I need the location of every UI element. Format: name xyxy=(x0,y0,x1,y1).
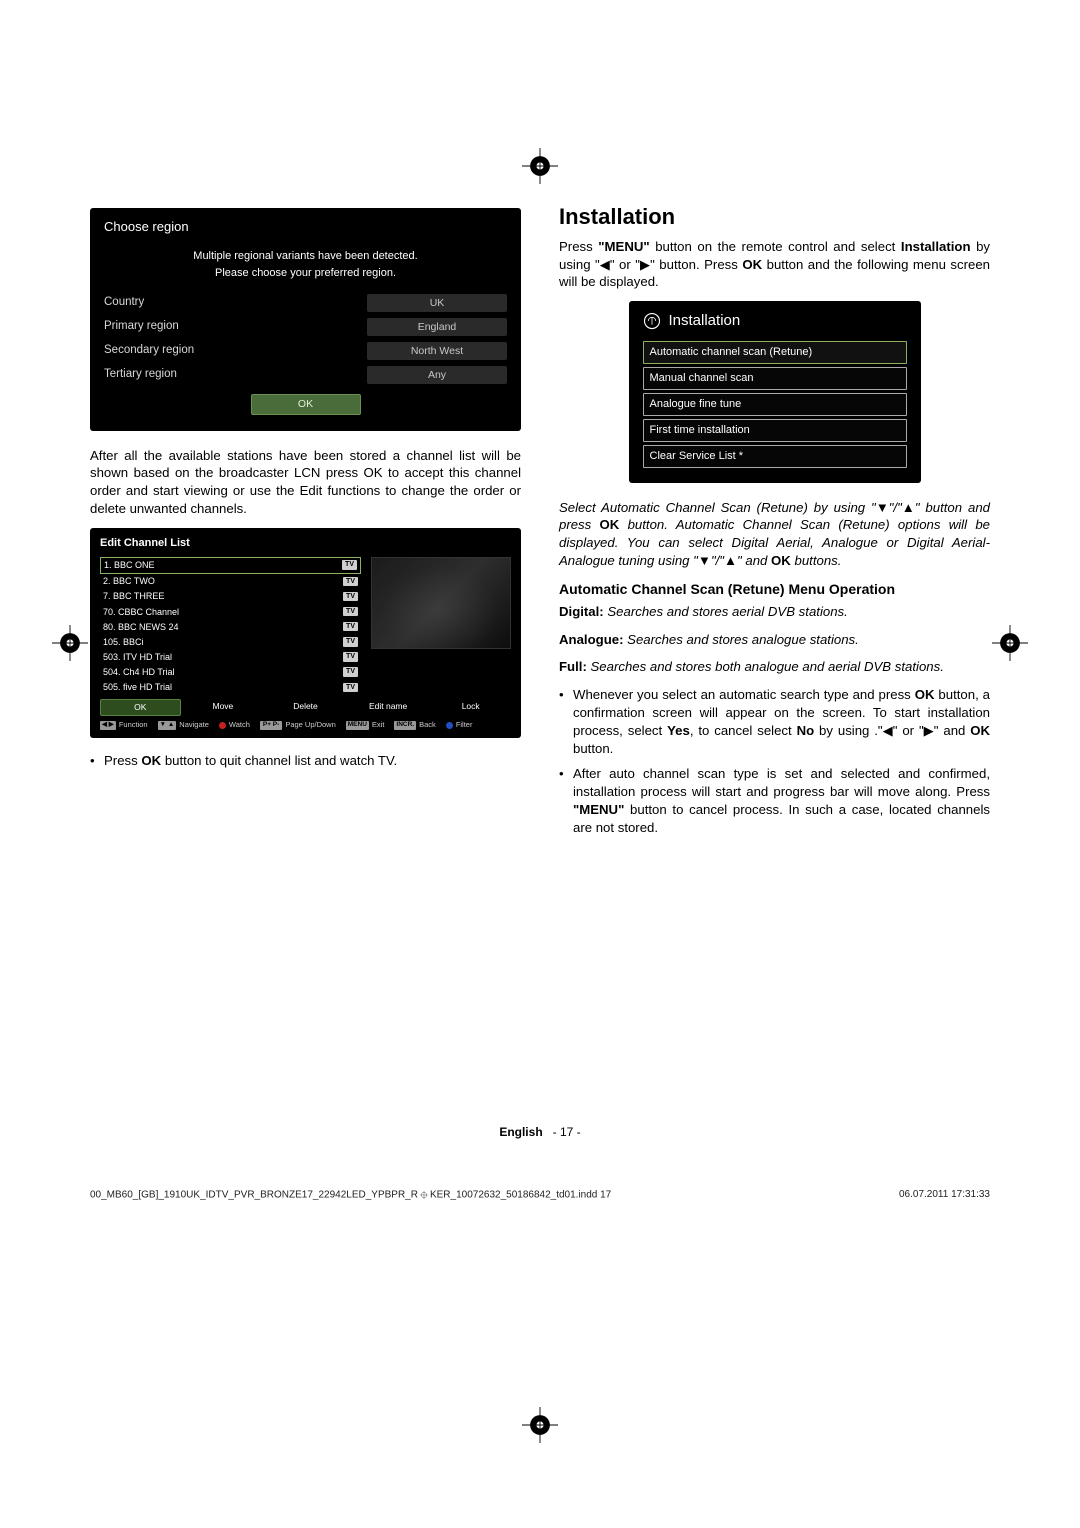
channel-item: 503. ITV HD TrialTV xyxy=(100,649,361,664)
installation-icon xyxy=(643,312,661,330)
left-arrow-icon: ◀ xyxy=(600,256,610,274)
channel-item: 505. five HD TrialTV xyxy=(100,680,361,695)
row-value: England xyxy=(367,318,507,336)
bullet-auto-search: Whenever you select an automatic search … xyxy=(559,686,990,757)
row-value: UK xyxy=(367,294,507,312)
choose-region-dialog: Choose region Multiple regional variants… xyxy=(90,208,521,431)
page-footer: English - 17 - xyxy=(90,1125,990,1139)
auto-scan-heading: Automatic Channel Scan (Retune) Menu Ope… xyxy=(559,580,990,599)
install-item: Automatic channel scan (Retune) xyxy=(643,341,907,364)
para-analogue: Analogue: Searches and stores analogue s… xyxy=(559,631,990,649)
channel-list-title: Edit Channel List xyxy=(100,536,511,551)
installation-heading: Installation xyxy=(559,202,990,232)
registration-mark-left xyxy=(52,625,88,661)
dialog-message: Multiple regional variants have been det… xyxy=(104,248,507,282)
installation-dialog: Installation Automatic channel scan (Ret… xyxy=(629,301,921,482)
ok-button: OK xyxy=(251,394,361,414)
red-dot-icon xyxy=(219,722,226,729)
row-value: North West xyxy=(367,342,507,360)
channel-item: 504. Ch4 HD TrialTV xyxy=(100,665,361,680)
action-ok: OK xyxy=(100,699,181,716)
up-arrow-icon: ▲ xyxy=(902,499,915,517)
channel-item: 70. CBBC ChannelTV xyxy=(100,604,361,619)
install-item: Analogue fine tune xyxy=(643,393,907,416)
para-digital: Digital: Searches and stores aerial DVB … xyxy=(559,603,990,621)
down-arrow-icon: ▼ xyxy=(876,499,889,517)
up-arrow-icon: ▲ xyxy=(724,552,737,570)
install-item: Clear Service List * xyxy=(643,445,907,468)
dialog-title: Choose region xyxy=(104,218,507,236)
edit-channel-list-screenshot: Edit Channel List 1. BBC ONETV 2. BBC TW… xyxy=(90,528,521,739)
blue-dot-icon xyxy=(446,722,453,729)
channel-item: 2. BBC TWOTV xyxy=(100,574,361,589)
install-item: Manual channel scan xyxy=(643,367,907,390)
install-dialog-title: Installation xyxy=(643,311,907,331)
footer-meta: 00_MB60_[GB]_1910UK_IDTV_PVR_BRONZE17_22… xyxy=(90,1189,990,1201)
channel-actions: OK Move Delete Edit name Lock xyxy=(100,699,511,716)
registration-mark-right xyxy=(992,625,1028,661)
action-lock: Lock xyxy=(430,699,511,716)
channel-item: 7. BBC THREETV xyxy=(100,589,361,604)
channel-item: 80. BBC NEWS 24TV xyxy=(100,619,361,634)
para-select-auto: Select Automatic Channel Scan (Retune) b… xyxy=(559,499,990,570)
bullet-after-auto: After auto channel scan type is set and … xyxy=(559,765,990,836)
channel-preview xyxy=(371,557,511,649)
install-item: First time installation xyxy=(643,419,907,442)
left-arrow-icon: ◀ xyxy=(883,722,893,740)
left-column: Choose region Multiple regional variants… xyxy=(90,190,521,845)
bullet-press-ok: Press OK button to quit channel list and… xyxy=(90,752,521,770)
row-label: Country xyxy=(104,295,144,311)
channel-item: 1. BBC ONETV xyxy=(100,557,361,574)
row-label: Tertiary region xyxy=(104,367,177,383)
para-press-menu: Press "MENU" button on the remote contro… xyxy=(559,238,990,291)
right-arrow-icon: ▶ xyxy=(924,722,934,740)
registration-mark-top xyxy=(522,148,558,184)
row-value: Any xyxy=(367,366,507,384)
para-full: Full: Searches and stores both analogue … xyxy=(559,658,990,676)
action-move: Move xyxy=(183,699,264,716)
action-delete: Delete xyxy=(265,699,346,716)
row-label: Primary region xyxy=(104,319,179,335)
row-label: Secondary region xyxy=(104,343,194,359)
channel-item: 105. BBCiTV xyxy=(100,634,361,649)
registration-mark-bottom xyxy=(522,1407,558,1443)
down-arrow-icon: ▼ xyxy=(698,552,711,570)
right-column: Installation Press "MENU" button on the … xyxy=(559,190,990,845)
para-channel-stored: After all the available stations have be… xyxy=(90,447,521,518)
action-edit: Edit name xyxy=(348,699,429,716)
right-arrow-icon: ▶ xyxy=(640,256,650,274)
channel-list: 1. BBC ONETV 2. BBC TWOTV 7. BBC THREETV… xyxy=(100,557,361,695)
channel-foot: ◀ ▶Function ▼ ▲Navigate Watch P+ P-Page … xyxy=(100,720,511,730)
